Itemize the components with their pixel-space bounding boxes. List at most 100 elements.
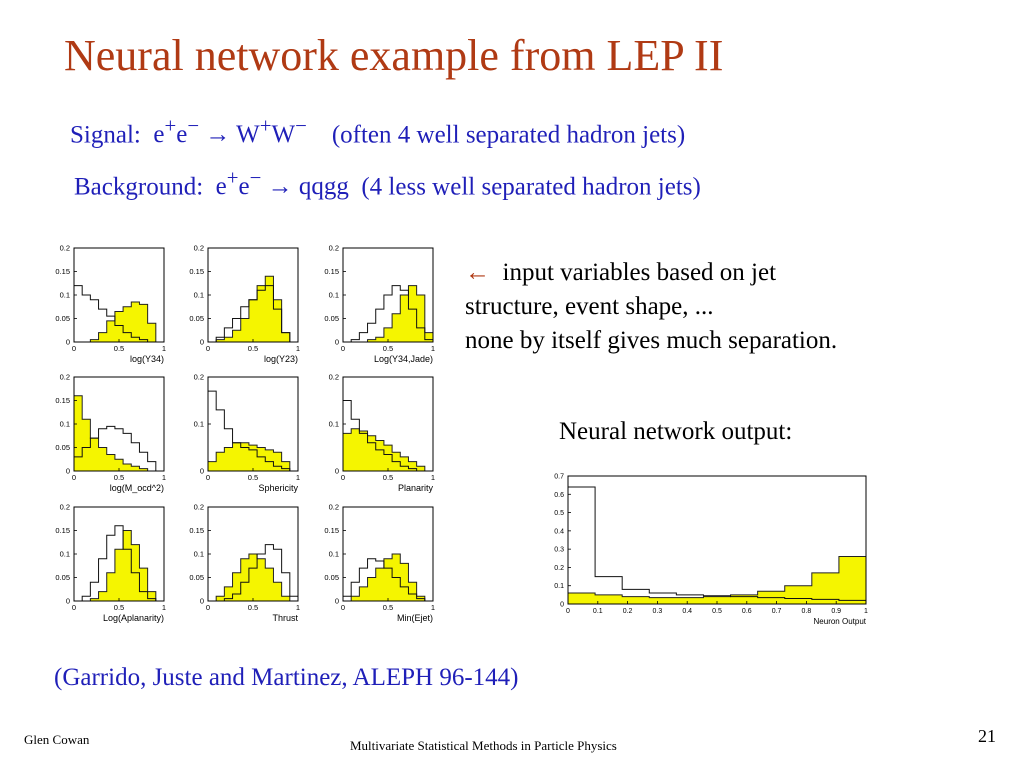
y-tick-label: 0.05 [324,314,339,323]
y-tick-label: 0 [200,597,204,606]
y-tick-label: 0.2 [60,503,70,512]
y-tick-label: 0.05 [189,573,204,582]
x-tick-label: 1 [162,473,166,482]
y-tick-label: 0.2 [194,373,204,382]
y-tick-label: 0.1 [329,420,339,429]
x-tick-label: 0 [72,603,76,612]
y-tick-label: 0.2 [329,503,339,512]
y-tick-label: 0.15 [189,526,204,535]
background-histogram [567,486,867,604]
y-tick-label: 0.05 [189,314,204,323]
y-tick-label: 0.1 [194,291,204,300]
background-label: Background: [74,173,204,201]
y-tick-label: 0 [335,597,339,606]
x-tick-label: 1 [162,344,166,353]
y-tick-label: 0 [560,602,564,609]
nn-output-label: Neural network output: [559,418,793,445]
page-number: 21 [978,726,996,746]
background-histogram [343,285,434,343]
x-tick-label: 0 [206,473,210,482]
x-tick-label: 0.5 [383,473,393,482]
y-tick-label: 0.1 [60,291,70,300]
background-process: e+e− → qqgg [215,166,349,201]
x-tick-label: 0.7 [772,608,782,615]
x-axis-label: Neuron Output [814,617,867,626]
x-tick-label: 0 [72,344,76,353]
y-tick-label: 0 [66,338,70,347]
footer-course-title: Multivariate Statistical Methods in Part… [350,738,617,753]
x-axis-label: Planarity [398,483,434,493]
x-tick-label: 0.1 [593,608,603,615]
signal-label: Signal: [70,121,141,149]
x-axis-label: Min(Ejet) [397,613,433,623]
x-axis-label: log(Y34) [130,354,164,364]
x-tick-label: 0.5 [383,344,393,353]
x-tick-label: 1 [864,608,868,615]
y-tick-label: 0 [66,467,70,476]
y-tick-label: 0.15 [189,267,204,276]
x-tick-label: 0.5 [712,608,722,615]
x-tick-label: 1 [431,344,435,353]
y-tick-label: 0.15 [55,396,70,405]
x-tick-label: 0 [341,473,345,482]
background-histogram [342,558,433,602]
x-axis-label: log(Y23) [264,354,298,364]
neuron-output-histogram: 0 0.1 0.2 0.3 0.4 0.5 0.6 0.7 0 0.1 0.2 0.3 0.4 0.5 0.… [538,470,874,630]
signal-histogram [342,428,433,472]
signal-histogram [74,301,164,343]
signal-histogram [567,555,867,604]
notes-block: ← input variables based on jet structure… [465,256,1005,358]
x-tick-label: 1 [296,603,300,612]
signal-histogram [208,553,298,602]
signal-histogram [73,395,164,472]
y-tick-label: 0 [335,338,339,347]
x-tick-label: 0.8 [802,608,812,615]
x-tick-label: 1 [162,603,166,612]
signal-histogram [207,442,298,472]
notes-line-1: input variables based on jet [502,259,777,286]
background-note: (4 less well separated hadron jets) [361,173,701,201]
notes-line-2: structure, event shape, ... [465,293,714,320]
background-histogram [207,390,298,472]
y-tick-label: 0.1 [329,550,339,559]
background-histogram [208,544,299,602]
x-tick-label: 0.3 [653,608,663,615]
y-tick-label: 0.1 [329,291,339,300]
notes-line-3: none by itself gives much separation. [465,327,838,354]
x-tick-label: 0 [566,608,570,615]
y-tick-label: 0 [200,338,204,347]
y-tick-label: 0.15 [55,526,70,535]
background-histogram [342,400,433,472]
x-tick-label: 0.9 [831,608,841,615]
x-axis-label: log(M_ocd^2) [110,483,164,493]
left-arrow-icon: ← [465,259,490,286]
y-tick-label: 0.05 [324,573,339,582]
x-tick-label: 0 [341,603,345,612]
x-tick-label: 1 [431,473,435,482]
x-tick-label: 0.5 [248,603,258,612]
y-tick-label: 0.3 [554,547,564,554]
y-tick-label: 0.1 [554,583,564,590]
y-tick-label: 0.2 [60,373,70,382]
footer-author: Glen Cowan [24,732,90,747]
background-histogram [73,285,164,343]
y-tick-label: 0.2 [329,244,339,253]
x-tick-label: 0 [206,603,210,612]
signal-line: Signal: e+e− → W+W− (often 4 well separa… [70,114,685,149]
y-tick-label: 0.05 [55,573,70,582]
y-tick-label: 0.2 [329,373,339,382]
x-axis-label: Sphericity [258,483,298,493]
y-tick-label: 0.05 [55,314,70,323]
y-tick-label: 0 [200,467,204,476]
y-tick-label: 0.2 [60,244,70,253]
y-tick-label: 0.2 [554,565,564,572]
x-tick-label: 0 [341,344,345,353]
x-axis-label: Log(Aplanarity) [103,613,164,623]
x-tick-label: 0.2 [623,608,633,615]
